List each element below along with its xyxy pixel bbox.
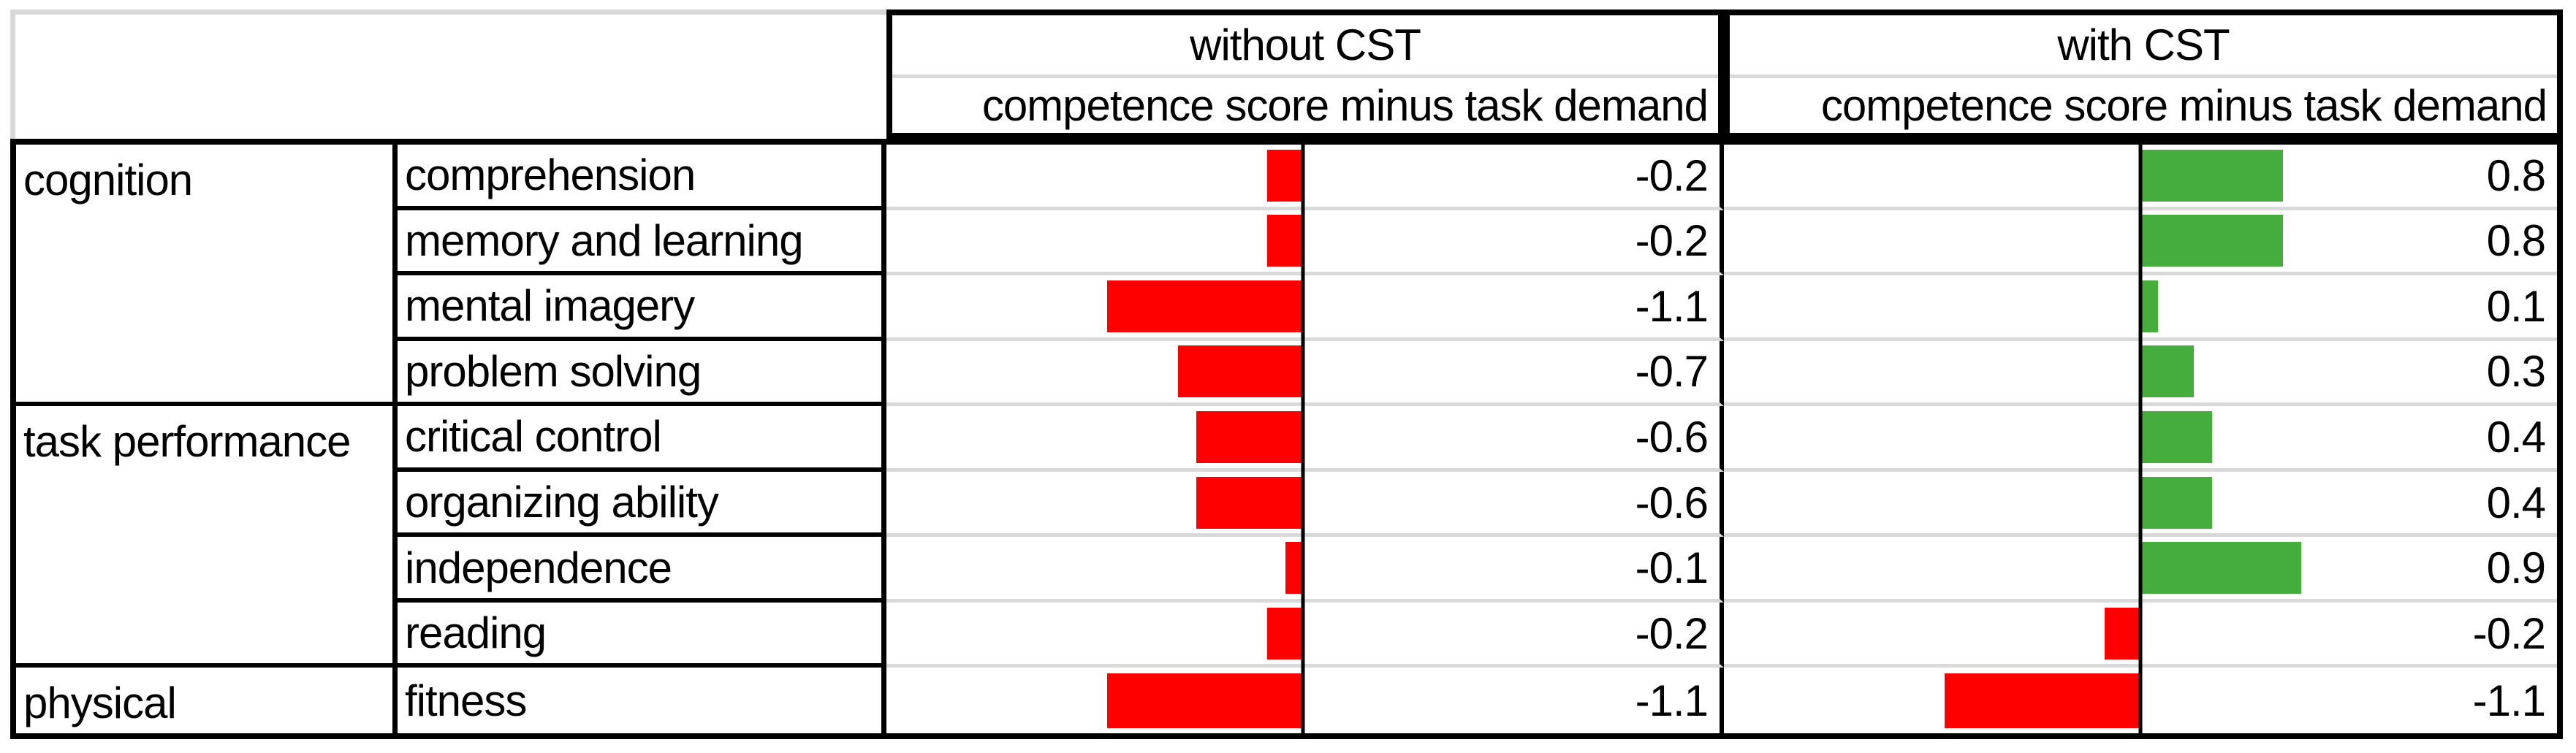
zero-axis-line — [1301, 406, 1305, 472]
bar-cell-without-cst-comprehension: -0.2 — [886, 145, 1724, 210]
value-label: -0.6 — [1635, 478, 1709, 527]
negative-data-bar — [1196, 476, 1303, 529]
value-label: -0.7 — [1635, 347, 1709, 397]
category-cell-cognition: cognition — [16, 145, 398, 407]
value-label: 0.4 — [2486, 478, 2546, 527]
bar-cell-without-cst-memory-and-learning: -0.2 — [886, 210, 1724, 276]
negative-data-bar — [1944, 673, 2140, 728]
zero-axis-line — [2138, 145, 2143, 210]
zero-axis-line — [1301, 145, 1305, 210]
header-subtitle-with-cst: competence score minus task demand — [1820, 81, 2547, 130]
bar-cell-with-cst-fitness: -1.1 — [1724, 668, 2557, 737]
value-label: -1.1 — [1635, 676, 1709, 725]
bar-cell-with-cst-critical-control: 0.4 — [1724, 406, 2557, 472]
value-label: -0.2 — [1635, 608, 1709, 658]
item-cell-organizing-ability: organizing ability — [398, 471, 886, 538]
bar-cell-with-cst-reading: -0.2 — [1724, 602, 2557, 668]
value-label: 0.1 — [2486, 281, 2546, 331]
category-cell-physical: physical — [16, 668, 398, 733]
positive-data-bar — [2140, 149, 2284, 202]
header-title-with-cst: with CST — [1730, 15, 2557, 78]
zero-axis-line — [2138, 471, 2143, 538]
item-cell-independence: independence — [398, 537, 886, 603]
value-label: -0.2 — [1635, 216, 1709, 266]
zero-axis-line — [1301, 471, 1305, 538]
zero-axis-line — [2138, 406, 2143, 472]
item-cell-memory-and-learning: memory and learning — [398, 210, 886, 276]
bar-cell-with-cst-problem-solving: 0.3 — [1724, 340, 2557, 407]
bar-cell-with-cst-mental-imagery: 0.1 — [1724, 275, 2557, 341]
zero-axis-line — [1301, 210, 1305, 276]
bar-cell-with-cst-memory-and-learning: 0.8 — [1724, 210, 2557, 276]
value-label: -0.2 — [2472, 608, 2546, 658]
header-subtitle-without-cst: competence score minus task demand — [981, 81, 1709, 130]
bar-cell-with-cst-independence: 0.9 — [1724, 537, 2557, 603]
positive-data-bar — [2140, 215, 2284, 267]
zero-axis-line — [1301, 275, 1305, 341]
header-title-without-cst: without CST — [892, 15, 1718, 78]
category-cell-task-performance: task performance — [16, 406, 398, 668]
value-label: 0.9 — [2486, 543, 2546, 593]
zero-axis-line — [1301, 537, 1305, 603]
positive-data-bar — [2140, 410, 2212, 463]
positive-data-bar — [2140, 280, 2159, 332]
header-group-without-cst: without CST competence score minus task … — [886, 9, 1724, 139]
item-cell-critical-control: critical control — [398, 406, 886, 472]
zero-axis-line — [2138, 210, 2143, 276]
negative-data-bar — [1267, 215, 1303, 267]
zero-axis-line — [1301, 602, 1305, 668]
bar-cell-without-cst-independence: -0.1 — [886, 537, 1724, 603]
zero-axis-line — [2138, 537, 2143, 603]
negative-data-bar — [1285, 542, 1303, 595]
table-body: cognition task performance physical compreh… — [10, 139, 2563, 739]
value-label: -0.6 — [1635, 412, 1709, 462]
negative-data-bar — [1106, 673, 1303, 728]
value-label: 0.8 — [2486, 216, 2546, 266]
item-cell-reading: reading — [398, 602, 886, 668]
positive-data-bar — [2140, 542, 2301, 595]
value-label: -1.1 — [1635, 281, 1709, 331]
negative-data-bar — [1196, 410, 1303, 463]
header-group-with-cst: with CST competence score minus task dem… — [1724, 9, 2563, 139]
negative-data-bar — [1178, 345, 1303, 398]
zero-axis-line — [1301, 668, 1305, 737]
zero-axis-line — [2138, 668, 2143, 737]
zero-axis-line — [2138, 340, 2143, 407]
value-label: 0.4 — [2486, 412, 2546, 462]
positive-data-bar — [2140, 476, 2212, 529]
zero-axis-line — [1301, 340, 1305, 407]
value-label: -1.1 — [2472, 676, 2546, 725]
bar-cell-without-cst-mental-imagery: -1.1 — [886, 275, 1724, 341]
bar-cell-with-cst-organizing-ability: 0.4 — [1724, 471, 2557, 538]
header-corner-empty-cell — [10, 9, 886, 139]
zero-axis-line — [2138, 275, 2143, 341]
item-cell-problem-solving: problem solving — [398, 340, 886, 407]
zero-axis-line — [2138, 602, 2143, 668]
value-label: -0.1 — [1635, 543, 1709, 593]
bar-cell-without-cst-fitness: -1.1 — [886, 668, 1724, 737]
bar-cell-without-cst-organizing-ability: -0.6 — [886, 471, 1724, 538]
negative-data-bar — [1106, 280, 1303, 332]
bar-cell-with-cst-comprehension: 0.8 — [1724, 145, 2557, 210]
item-cell-mental-imagery: mental imagery — [398, 275, 886, 341]
value-label: 0.8 — [2486, 150, 2546, 200]
bar-cell-without-cst-problem-solving: -0.7 — [886, 340, 1724, 407]
negative-data-bar — [2105, 607, 2140, 660]
item-cell-fitness: fitness — [398, 668, 886, 733]
negative-data-bar — [1267, 149, 1303, 202]
bar-cell-without-cst-reading: -0.2 — [886, 602, 1724, 668]
positive-data-bar — [2140, 345, 2195, 398]
item-cell-comprehension: comprehension — [398, 145, 886, 210]
value-label: 0.3 — [2486, 347, 2546, 397]
value-label: -0.2 — [1635, 150, 1709, 200]
bar-cell-without-cst-critical-control: -0.6 — [886, 406, 1724, 472]
negative-data-bar — [1267, 607, 1303, 660]
